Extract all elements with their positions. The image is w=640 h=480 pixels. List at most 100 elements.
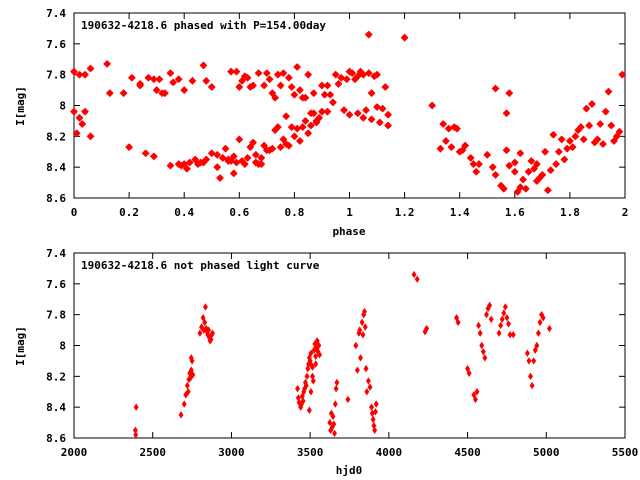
data-point [191, 155, 200, 164]
data-point [318, 81, 326, 90]
data-point [475, 160, 483, 168]
x-tick-label: 3500 [297, 446, 324, 459]
y-tick-label: 8.2 [46, 130, 66, 143]
data-point [521, 184, 530, 193]
data-point [246, 143, 255, 152]
data-point [504, 314, 510, 322]
data-point [232, 67, 241, 76]
y-tick-label: 8.4 [46, 401, 66, 414]
data-point [563, 144, 572, 153]
data-point [207, 83, 216, 91]
data-point [537, 318, 543, 327]
data-point [579, 135, 588, 144]
data-point [202, 318, 208, 327]
y-tick-label: 7.8 [46, 69, 66, 82]
data-point [218, 154, 227, 162]
data-point [293, 124, 302, 133]
data-point [373, 400, 379, 408]
data-point [141, 149, 150, 158]
data-point [373, 103, 381, 111]
data-point [345, 395, 351, 404]
data-point [206, 326, 212, 334]
data-point [308, 349, 314, 357]
data-point [476, 321, 482, 330]
data-point [284, 73, 293, 82]
data-point [75, 113, 84, 122]
data-point [136, 81, 145, 90]
data-point [268, 144, 277, 153]
data-point [363, 364, 369, 373]
data-point [303, 381, 309, 390]
data-point [304, 372, 310, 381]
data-point [516, 149, 525, 158]
data-point [615, 127, 624, 136]
data-point [318, 107, 326, 116]
data-point [610, 137, 618, 145]
x-tick-label: 4000 [376, 446, 403, 459]
data-point [235, 83, 244, 91]
data-point [314, 337, 320, 345]
data-point [326, 90, 335, 99]
data-point [296, 86, 304, 94]
data-point [384, 110, 392, 119]
data-point [466, 154, 475, 162]
data-point [199, 61, 208, 70]
data-point [309, 109, 318, 118]
data-point [185, 158, 194, 167]
y-tick-label: 8.6 [46, 192, 66, 205]
y-tick-label: 8.6 [46, 432, 66, 445]
data-point [337, 73, 346, 82]
data-point [365, 377, 371, 385]
data-point [330, 412, 336, 421]
data-point [243, 73, 252, 82]
data-point [213, 163, 222, 172]
data-point [560, 155, 569, 164]
data-point [240, 160, 249, 168]
data-point [327, 418, 333, 427]
y-tick-label: 7.6 [46, 278, 66, 291]
data-point [271, 93, 280, 102]
data-point [315, 113, 324, 122]
data-point [260, 141, 268, 150]
unphased-chart: 190632-4218.6 not phased light curve hjd… [14, 247, 638, 477]
data-point [483, 150, 492, 159]
data-point [284, 141, 293, 150]
data-point [290, 90, 299, 99]
x-tick-label: 1.4 [450, 206, 470, 219]
data-point [502, 109, 511, 118]
data-point [367, 115, 376, 124]
data-point [540, 314, 546, 322]
x-tick-label: 1 [346, 206, 353, 219]
data-point [243, 154, 252, 162]
unphased-y-ticks: 7.4 7.6 7.8 8 8.2 8.4 8.6 [46, 247, 625, 445]
data-point [317, 351, 323, 359]
data-point [360, 330, 366, 339]
data-point [510, 167, 519, 176]
data-point [144, 73, 153, 82]
data-point [279, 69, 288, 78]
phased-points [70, 30, 627, 196]
x-tick-label: 0 [71, 206, 78, 219]
unphased-chart-ylabel: I[mag] [14, 326, 27, 366]
data-point [447, 143, 456, 152]
data-point [488, 163, 497, 172]
data-point [188, 354, 194, 362]
data-point [502, 303, 508, 311]
data-point [359, 318, 365, 327]
data-point [538, 170, 547, 179]
data-point [370, 415, 376, 424]
data-point [72, 129, 81, 138]
data-point [202, 76, 211, 85]
data-point [202, 155, 211, 164]
data-point [502, 146, 511, 155]
data-point [334, 80, 343, 88]
data-point [181, 400, 187, 408]
data-point [70, 67, 78, 76]
data-point [293, 63, 302, 71]
data-point [257, 160, 266, 168]
data-point [221, 144, 230, 153]
data-point [149, 152, 158, 161]
data-point [588, 100, 596, 108]
data-point [372, 426, 378, 435]
x-tick-label: 3000 [218, 446, 245, 459]
